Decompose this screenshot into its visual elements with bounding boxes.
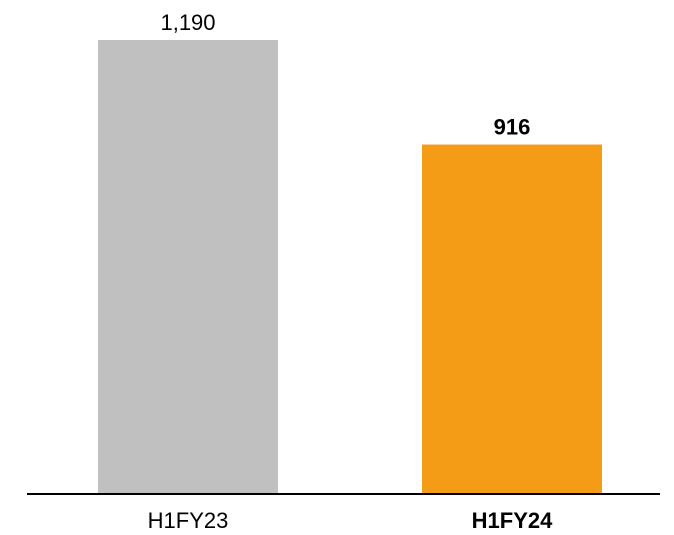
category-label-h1fy23: H1FY23 bbox=[148, 508, 229, 533]
category-labels-group: H1FY23 H1FY24 bbox=[148, 508, 553, 533]
bar-h1fy23 bbox=[98, 40, 278, 494]
category-label-h1fy24: H1FY24 bbox=[472, 508, 553, 533]
value-label-h1fy23: 1,190 bbox=[160, 10, 215, 35]
bar-h1fy24 bbox=[422, 144, 602, 494]
value-label-h1fy24: 916 bbox=[494, 115, 531, 140]
value-labels-group: 1,190 916 bbox=[160, 10, 530, 140]
bars-group bbox=[98, 40, 602, 494]
